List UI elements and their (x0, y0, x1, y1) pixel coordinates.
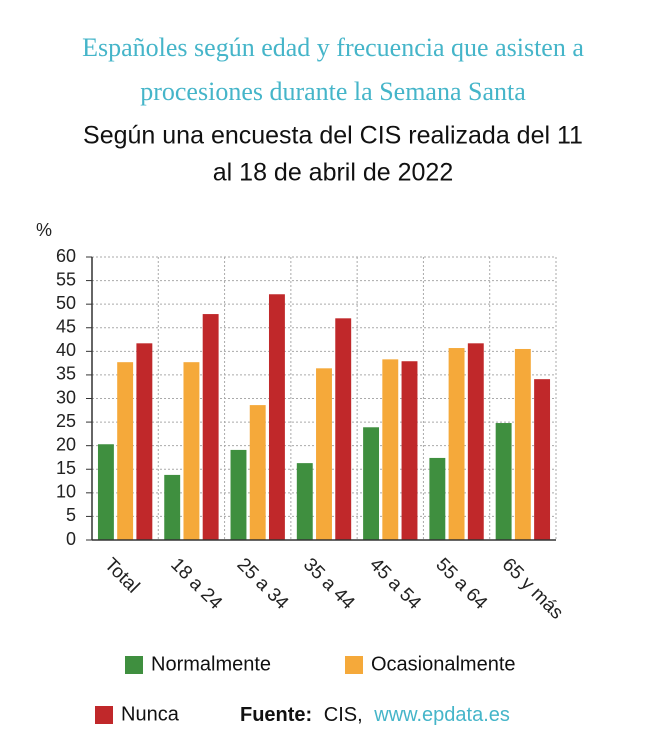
legend-swatch (125, 656, 143, 674)
chart-subtitle-line-2: al 18 de abril de 2022 (213, 159, 453, 187)
bar (230, 449, 247, 540)
y-tick-label: 35 (56, 364, 76, 384)
bar (363, 427, 380, 540)
bar (467, 343, 484, 540)
legend-swatch (345, 656, 363, 674)
bar (268, 294, 285, 540)
chart-title-line-2: procesiones durante la Semana Santa (140, 77, 526, 106)
source-label: Fuente: (240, 704, 312, 726)
y-tick-label: 55 (56, 269, 76, 289)
source-name: CIS, (324, 704, 363, 726)
bar (97, 444, 114, 540)
bar (249, 405, 266, 540)
y-tick-label: 45 (56, 317, 76, 337)
bar (514, 348, 531, 540)
bar (183, 362, 200, 540)
legend: Normalmente Ocasionalmente Nunca (95, 653, 516, 725)
y-tick-label: 20 (56, 434, 76, 454)
y-tick-label: 25 (56, 411, 76, 431)
bar (382, 359, 399, 540)
bar (534, 379, 551, 540)
source: Fuente: CIS, www.epdata.es (240, 704, 510, 726)
y-tick-label: 15 (56, 458, 76, 478)
source-url[interactable]: www.epdata.es (373, 704, 510, 726)
bar (401, 361, 418, 540)
bar (316, 368, 332, 540)
y-tick-label: 30 (56, 387, 76, 407)
y-tick-label: 10 (56, 482, 76, 502)
legend-swatch (95, 706, 113, 724)
bar (495, 423, 512, 540)
legend-label: Ocasionalmente (371, 653, 516, 675)
y-tick-label: 5 (66, 505, 76, 525)
bar (429, 457, 446, 540)
bar (164, 474, 181, 540)
bar (296, 463, 313, 540)
y-tick-label: 60 (56, 246, 76, 266)
legend-label: Nunca (121, 703, 180, 725)
y-tick-label: 40 (56, 340, 76, 360)
legend-label: Normalmente (151, 653, 271, 675)
bar (136, 343, 153, 540)
bar (117, 362, 134, 540)
y-tick-label: 50 (56, 293, 76, 313)
y-axis-label: % (36, 220, 52, 240)
bar (448, 348, 465, 540)
bar (202, 314, 219, 540)
chart-subtitle-line-1: Según una encuesta del CIS realizada del… (83, 122, 583, 150)
y-tick-label: 0 (66, 529, 76, 549)
bar (335, 318, 352, 540)
chart-title-line-1: Españoles según edad y frecuencia que as… (82, 33, 584, 62)
